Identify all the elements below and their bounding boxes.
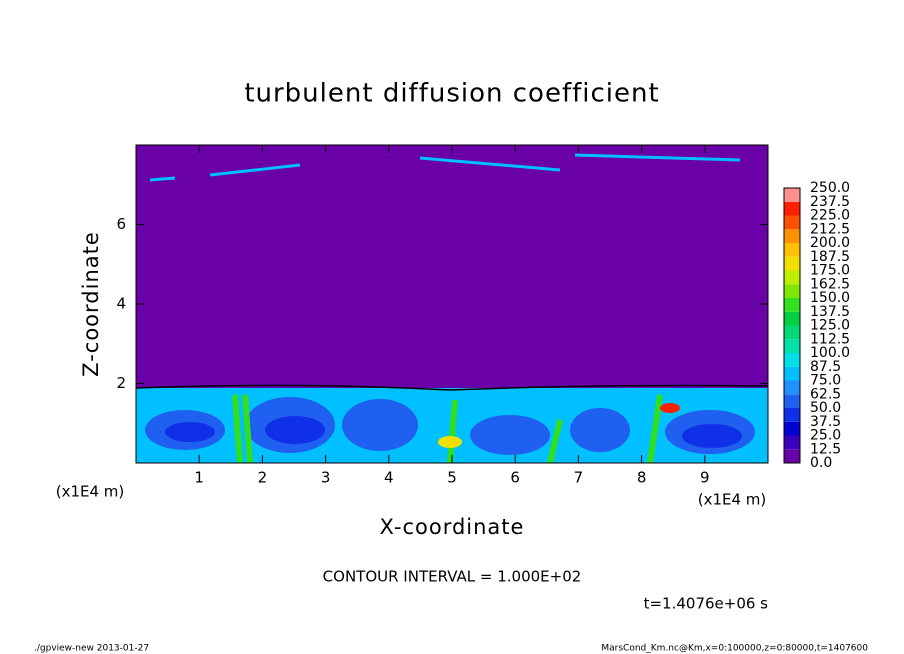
footer-right: MarsCond_Km.nc@Km,x=0:100000,z=0:80000,t… xyxy=(601,644,868,654)
blob xyxy=(165,422,215,442)
x-tick-label: 3 xyxy=(321,469,331,487)
colorbar-label: 137.5 xyxy=(810,304,850,320)
colorbar-label: 212.5 xyxy=(810,221,850,237)
colorbar-bin xyxy=(784,366,800,381)
upper-patches xyxy=(149,153,741,182)
blob xyxy=(660,403,680,413)
plume xyxy=(232,394,663,464)
colorbar-label: 0.0 xyxy=(810,455,832,471)
colorbar-bin xyxy=(784,394,800,408)
colorbar-label: 12.5 xyxy=(810,441,841,457)
colorbar-label: 87.5 xyxy=(810,359,841,375)
x-axis-label: X-coordinate xyxy=(380,515,525,539)
colorbar-label: 162.5 xyxy=(810,276,850,292)
colorbar-bin xyxy=(784,353,800,367)
colorbar-bin xyxy=(784,256,800,271)
x-tick-label: 1 xyxy=(194,469,204,487)
colorbar-bin xyxy=(784,421,800,436)
x-tick-label: 2 xyxy=(258,469,268,487)
colorbar-bin xyxy=(784,298,800,312)
colorbar-bin xyxy=(784,339,800,353)
colorbar-label: 200.0 xyxy=(810,235,850,251)
colorbar-label: 250.0 xyxy=(810,180,850,196)
colorbar-bin xyxy=(784,449,800,463)
x-tick-label: 6 xyxy=(510,469,520,487)
colorbar-label: 237.5 xyxy=(810,194,850,210)
colorbar-bin xyxy=(784,408,800,422)
colorbar-label: 75.0 xyxy=(810,373,841,389)
time-label: t=1.4076e+06 s xyxy=(644,595,769,613)
colorbar-bin xyxy=(784,201,800,216)
y-tick-label: 2 xyxy=(116,374,126,392)
y-tick-label: 6 xyxy=(116,215,126,233)
colorbar-label: 37.5 xyxy=(810,414,841,430)
colorbar-label: 187.5 xyxy=(810,249,850,265)
blob xyxy=(342,399,418,451)
y-axis-label: Z-coordinate xyxy=(79,231,103,377)
chart-title: turbulent diffusion coefficient xyxy=(244,79,659,109)
colorbar-bin xyxy=(784,229,800,243)
colorbar-frame xyxy=(783,187,801,464)
colorbar-bin xyxy=(784,215,800,230)
colorbar-label: 112.5 xyxy=(810,331,850,347)
x-tick-label: 7 xyxy=(574,469,584,487)
colorbar-bin xyxy=(784,188,800,202)
colorbar-bin xyxy=(784,243,800,257)
colorbar-bin xyxy=(784,270,800,285)
colorbar-label: 100.0 xyxy=(810,345,850,361)
colorbar-bin xyxy=(784,284,800,298)
x-unit: (x1E4 m) xyxy=(56,483,125,501)
blob xyxy=(682,424,742,448)
colorbar-label: 62.5 xyxy=(810,386,841,402)
colorbar-label: 125.0 xyxy=(810,318,850,334)
colorbar-label: 225.0 xyxy=(810,208,850,224)
x-tick-label: 8 xyxy=(637,469,647,487)
colorbar-bin xyxy=(784,311,800,326)
colorbar-label: 25.0 xyxy=(810,428,841,444)
blob xyxy=(570,408,630,452)
x-tick-label: 4 xyxy=(384,469,394,487)
colorbar-label: 175.0 xyxy=(810,263,850,279)
x-tick-label: 5 xyxy=(447,469,457,487)
colorbar-label: 150.0 xyxy=(810,290,850,306)
contour xyxy=(135,384,769,391)
colorbar-bin xyxy=(784,380,800,395)
colorbar-bin xyxy=(784,435,800,450)
footer-left: ./gpview-new 2013-01-27 xyxy=(34,644,149,654)
blob xyxy=(438,436,462,448)
contour-interval: CONTOUR INTERVAL = 1.000E+02 xyxy=(323,568,582,586)
blob xyxy=(265,416,325,444)
blob xyxy=(470,415,550,455)
y-tick-label: 4 xyxy=(116,295,126,313)
field xyxy=(135,145,769,464)
colorbar-label: 50.0 xyxy=(810,400,841,416)
x-tick-label: 9 xyxy=(700,469,710,487)
x-unit: (x1E4 m) xyxy=(698,491,767,509)
colorbar-bin xyxy=(784,325,800,340)
